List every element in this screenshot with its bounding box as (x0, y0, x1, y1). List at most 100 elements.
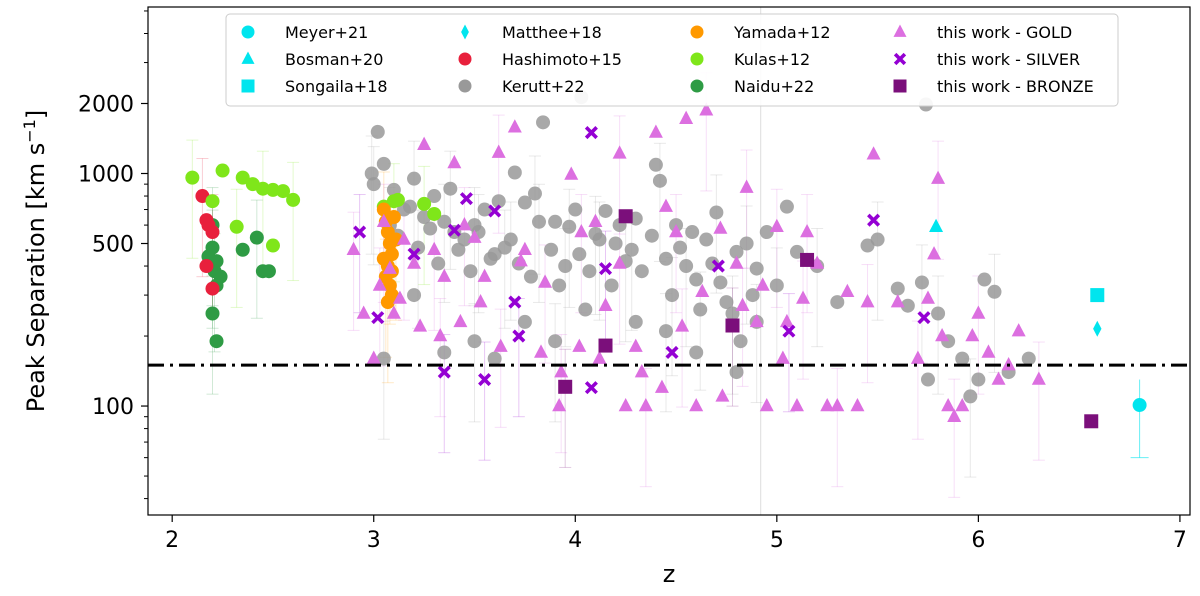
point-this-work-gold (493, 338, 508, 352)
point-this-work-gold (413, 318, 428, 332)
point-kerutt-22 (709, 205, 724, 220)
point-kerutt-22 (558, 259, 573, 274)
point-matthee-18 (1093, 320, 1102, 337)
point-this-work-bronze (558, 379, 573, 394)
point-kulas-12 (205, 194, 220, 209)
point-this-work-gold (457, 217, 472, 231)
point-this-work-gold (715, 388, 730, 402)
point-this-work-gold (860, 294, 875, 308)
point-this-work-gold (850, 397, 865, 412)
point-this-work-gold (820, 397, 835, 412)
point-kerutt-22 (914, 275, 929, 290)
point-kerutt-22 (582, 264, 597, 279)
point-this-work-gold (612, 145, 627, 159)
point-this-work-gold (376, 213, 391, 228)
point-this-work-gold (491, 144, 506, 158)
point-kerutt-22 (830, 295, 845, 310)
point-kerutt-22 (900, 298, 915, 313)
point-this-work-silver (782, 324, 796, 338)
point-kerutt-22 (628, 314, 643, 329)
point-this-work-gold (947, 408, 962, 422)
point-this-work-gold (433, 327, 448, 342)
point-kerutt-22 (644, 228, 659, 243)
point-kerutt-22 (427, 189, 442, 204)
point-this-work-silver (459, 192, 473, 206)
point-this-work-gold (447, 154, 462, 169)
point-kerutt-22 (779, 199, 794, 214)
point-this-work-gold (507, 119, 522, 133)
point-kerutt-22 (739, 236, 754, 251)
point-this-work-gold (648, 124, 663, 138)
point-this-work-gold (574, 224, 589, 238)
y-tick-label: 1000 (78, 163, 134, 188)
point-this-work-gold (735, 297, 750, 311)
point-kerutt-22 (634, 264, 649, 279)
point-kerutt-22 (517, 314, 532, 329)
point-this-work-gold (840, 283, 855, 298)
legend-label: this work - BRONZE (937, 77, 1094, 96)
point-this-work-gold (920, 290, 935, 304)
point-this-work-gold (417, 136, 432, 150)
point-kerutt-22 (523, 269, 538, 284)
point-this-work-gold (955, 397, 970, 412)
point-kerutt-22 (648, 157, 663, 172)
point-kerutt-22 (673, 240, 688, 255)
point-this-work-gold (1031, 371, 1046, 385)
y-axis-title: Peak Separation [km s−1] (20, 110, 50, 412)
point-kerutt-22 (665, 288, 680, 303)
legend-marker (690, 79, 704, 93)
legend: Meyer+21 Bosman+20 Songaila+18 Matthee+18 Ha… (225, 13, 1119, 107)
point-kerutt-22 (608, 236, 623, 251)
point-this-work-gold (437, 268, 452, 282)
point-this-work-silver (665, 345, 679, 359)
point-this-work-gold (775, 350, 790, 364)
point-naidu-22 (205, 306, 220, 321)
point-kerutt-22 (689, 345, 704, 360)
point-this-work-gold (396, 231, 411, 245)
point-kerutt-22 (463, 264, 478, 279)
point-this-work-gold (554, 364, 569, 378)
point-this-work-gold (598, 297, 613, 311)
point-kulas-12 (276, 184, 291, 199)
legend-marker (241, 51, 255, 64)
point-kerutt-22 (725, 306, 740, 321)
legend-marker (893, 24, 907, 37)
point-this-work-gold (628, 338, 643, 352)
point-kerutt-22 (693, 302, 708, 317)
y-tick-label: 500 (92, 233, 134, 258)
point-this-work-gold (789, 397, 804, 412)
point-this-work-silver (584, 126, 598, 140)
point-kerutt-22 (487, 351, 502, 366)
legend-marker (893, 79, 907, 93)
legend-marker (458, 52, 472, 66)
point-kerutt-22 (457, 232, 472, 247)
point-this-work-gold (552, 397, 567, 412)
point-kerutt-22 (598, 203, 613, 218)
point-this-work-silver (371, 311, 385, 325)
point-kerutt-22 (971, 372, 986, 387)
point-hashimoto-15 (199, 259, 214, 274)
point-songaila-18 (1090, 288, 1105, 303)
point-this-work-gold (538, 274, 553, 288)
point-this-work-silver (584, 381, 598, 395)
point-yamada-12 (376, 202, 391, 217)
point-this-work-gold (638, 397, 653, 412)
x-tick-label: 2 (165, 528, 179, 553)
point-kerutt-22 (759, 225, 774, 240)
y-tick-label: 2000 (78, 92, 134, 117)
point-this-work-silver (917, 311, 931, 325)
point-kerutt-22 (477, 202, 492, 217)
point-this-work-gold (477, 268, 492, 282)
y-tick-label: 100 (92, 395, 134, 420)
point-kerutt-22 (451, 242, 466, 257)
point-this-work-silver (488, 204, 502, 218)
point-this-work-silver (867, 213, 881, 227)
point-kerutt-22 (890, 281, 905, 296)
x-tick-label: 3 (367, 528, 381, 553)
point-kerutt-22 (376, 156, 391, 171)
point-this-work-gold (618, 397, 633, 412)
point-this-work-gold (729, 255, 744, 269)
point-kerutt-22 (503, 232, 518, 247)
point-this-work-gold (910, 350, 925, 364)
x-tick-label: 7 (1173, 528, 1187, 553)
